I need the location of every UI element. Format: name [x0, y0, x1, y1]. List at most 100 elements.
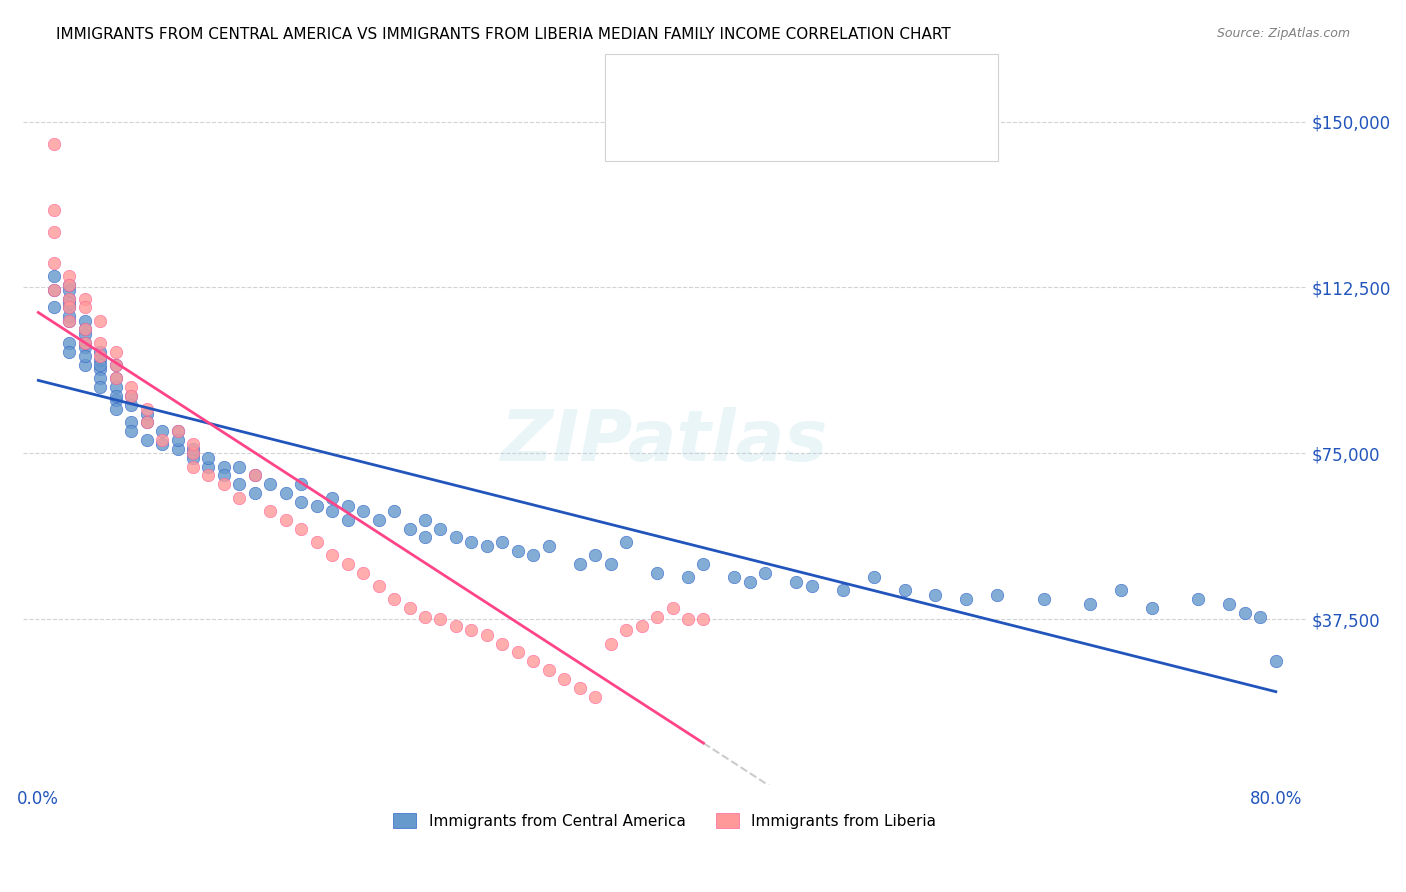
Point: [73, 292, 96, 306]
Point: [166, 433, 188, 447]
Point: [104, 344, 127, 359]
Point: [58, 310, 80, 324]
Point: [228, 491, 250, 505]
Point: [150, 437, 173, 451]
Point: [321, 548, 343, 562]
Point: [42, 256, 65, 270]
Text: R =: R =: [675, 78, 706, 96]
Point: [73, 349, 96, 363]
Point: [243, 468, 266, 483]
Point: [522, 654, 544, 668]
Legend: Immigrants from Central America, Immigrants from Liberia: Immigrants from Central America, Immigra…: [387, 806, 942, 835]
Point: [274, 513, 297, 527]
Point: [429, 522, 451, 536]
Point: [73, 358, 96, 372]
Point: [42, 202, 65, 217]
Point: [553, 672, 575, 686]
Point: [181, 450, 204, 465]
Point: [398, 601, 420, 615]
Point: [58, 313, 80, 327]
Point: [89, 380, 111, 394]
Point: [367, 513, 389, 527]
Point: [583, 690, 606, 704]
Point: [444, 619, 467, 633]
Text: 114: 114: [914, 78, 952, 96]
Point: [73, 322, 96, 336]
Point: [583, 548, 606, 562]
Point: [89, 349, 111, 363]
Text: R =: R =: [675, 119, 706, 136]
Point: [212, 477, 235, 491]
Point: [58, 283, 80, 297]
Point: [599, 557, 621, 571]
Point: [73, 322, 96, 336]
Point: [42, 269, 65, 284]
Point: [522, 548, 544, 562]
Point: [413, 610, 436, 624]
Point: [73, 335, 96, 350]
Point: [290, 495, 312, 509]
Point: [104, 371, 127, 385]
Text: -0.414: -0.414: [731, 119, 796, 136]
Point: [181, 459, 204, 474]
Point: [924, 588, 946, 602]
Point: [692, 557, 714, 571]
Point: [73, 326, 96, 341]
Point: [274, 486, 297, 500]
Point: [1140, 601, 1163, 615]
Point: [135, 407, 157, 421]
Point: [460, 534, 482, 549]
Point: [73, 313, 96, 327]
Point: [305, 534, 328, 549]
Point: [73, 335, 96, 350]
Point: [135, 402, 157, 417]
Point: [1032, 592, 1054, 607]
Text: Source: ZipAtlas.com: Source: ZipAtlas.com: [1216, 27, 1350, 40]
Point: [58, 301, 80, 315]
Point: [537, 539, 560, 553]
Point: [42, 136, 65, 151]
Point: [630, 619, 652, 633]
Point: [723, 570, 745, 584]
Point: [166, 424, 188, 438]
Point: [321, 491, 343, 505]
Point: [135, 416, 157, 430]
Text: ZIPatlas: ZIPatlas: [501, 407, 828, 475]
Point: [89, 371, 111, 385]
Point: [243, 468, 266, 483]
Point: [986, 588, 1008, 602]
Point: [58, 269, 80, 284]
Point: [228, 477, 250, 491]
Point: [475, 539, 498, 553]
Point: [181, 437, 204, 451]
Point: [181, 442, 204, 456]
Point: [444, 530, 467, 544]
Point: [506, 543, 529, 558]
Point: [197, 459, 219, 474]
Point: [661, 601, 683, 615]
Point: [676, 570, 699, 584]
Point: [150, 433, 173, 447]
Point: [120, 424, 142, 438]
Point: [336, 557, 359, 571]
Point: [460, 624, 482, 638]
Point: [197, 468, 219, 483]
Text: IMMIGRANTS FROM CENTRAL AMERICA VS IMMIGRANTS FROM LIBERIA MEDIAN FAMILY INCOME : IMMIGRANTS FROM CENTRAL AMERICA VS IMMIG…: [56, 27, 950, 42]
Bar: [630, 72, 664, 103]
Point: [58, 313, 80, 327]
Point: [73, 301, 96, 315]
Point: [1218, 597, 1240, 611]
Point: [290, 522, 312, 536]
Point: [429, 612, 451, 626]
Point: [89, 344, 111, 359]
Point: [58, 278, 80, 293]
Point: [614, 534, 637, 549]
Point: [243, 486, 266, 500]
Point: [104, 358, 127, 372]
Point: [197, 450, 219, 465]
Point: [42, 225, 65, 239]
Point: [645, 566, 668, 580]
Point: [120, 416, 142, 430]
Text: -0.911: -0.911: [731, 78, 796, 96]
Point: [58, 292, 80, 306]
